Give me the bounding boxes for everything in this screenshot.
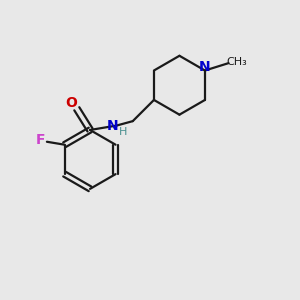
Text: F: F — [36, 133, 45, 147]
Text: N: N — [199, 60, 211, 74]
Text: O: O — [66, 97, 77, 110]
Text: H: H — [119, 127, 127, 137]
Text: N: N — [107, 118, 119, 133]
Text: CH₃: CH₃ — [226, 57, 247, 67]
